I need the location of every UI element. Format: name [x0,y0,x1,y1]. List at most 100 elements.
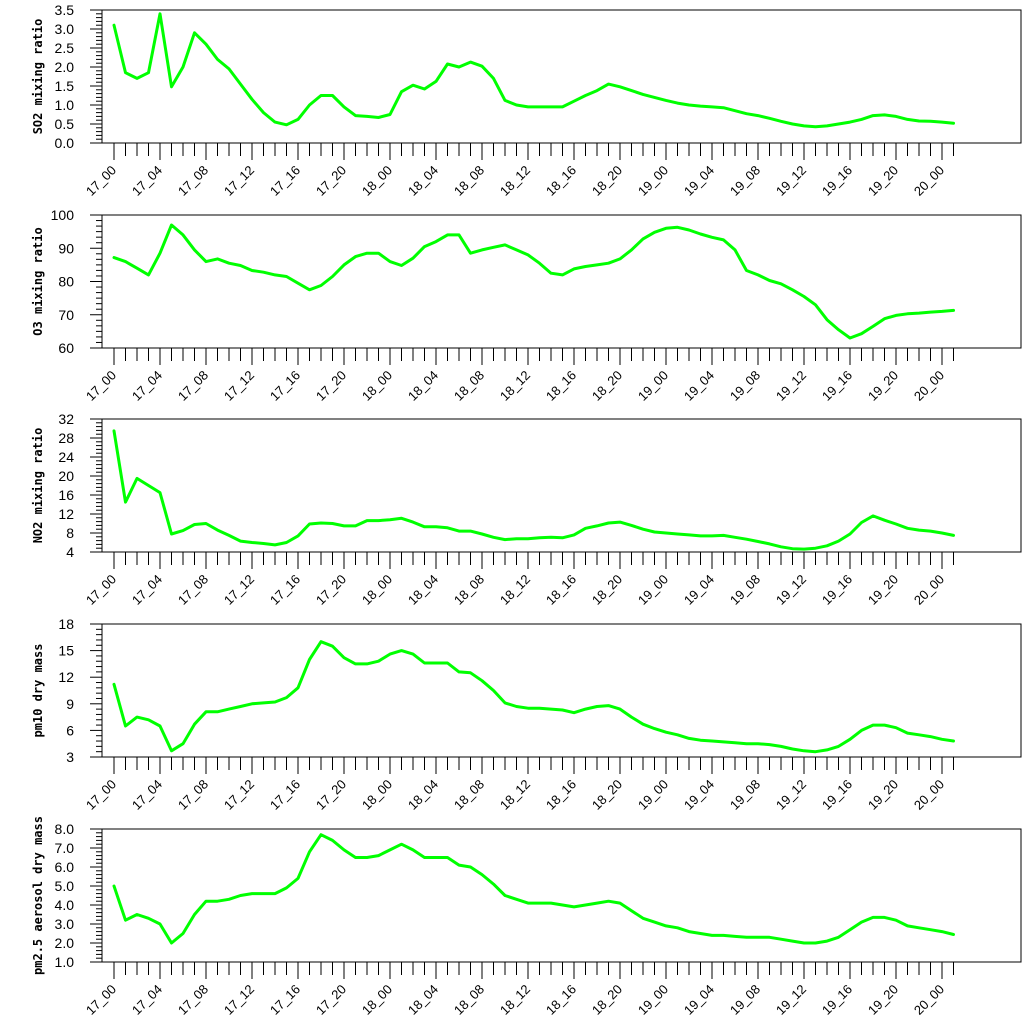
x-tick-label: 20_00 [911,572,947,608]
plot-frame [101,828,1022,963]
x-tick-label: 19_20 [865,368,901,404]
y-tick-label: 1.5 [55,78,75,94]
chart-panel-3: 3 6 9 12 15 18 pm10 dry mass 17_00 17_04 17_08 17_… [31,616,1022,813]
y-tick-label: 12 [58,669,74,685]
y-tick-label: 20 [58,468,74,484]
y-tick-label: 70 [58,307,74,323]
x-tick-label: 17_12 [221,572,257,608]
x-tick-label: 18_00 [359,982,395,1018]
x-tick-label: 19_00 [635,777,671,813]
x-tick-label: 17_12 [221,777,257,813]
x-tick-label: 18_00 [359,368,395,404]
y-tick-label: 2.0 [55,59,75,75]
y-tick-label: 2.0 [55,935,75,951]
x-tick-label: 17_08 [175,982,211,1018]
y-axis-label: SO2 mixing ratio [31,19,45,135]
x-tick-label: 17_16 [267,777,303,813]
x-tick-label: 19_20 [865,572,901,608]
x-tick-label: 18_08 [451,982,487,1018]
x-tick-label: 17_20 [313,982,349,1018]
x-tick-label: 19_04 [681,163,717,199]
y-tick-label: 8 [66,525,74,541]
plot-frame [101,418,1022,553]
x-tick-label: 18_20 [589,572,625,608]
y-tick-label: 4.0 [55,897,75,913]
x-tick-label: 19_12 [773,777,809,813]
x-tick-label: 17_04 [129,982,165,1018]
y-tick-label: 28 [58,430,74,446]
x-tick-label: 18_08 [451,777,487,813]
y-tick-label: 9 [66,696,74,712]
x-tick-label: 17_12 [221,163,257,199]
x-tick-label: 19_08 [727,572,763,608]
y-tick-label: 80 [58,274,74,290]
x-tick-label: 19_16 [819,982,855,1018]
plot-frame [101,9,1022,144]
y-tick-label: 24 [58,449,74,465]
plot-frame [101,214,1022,349]
x-tick-label: 17_04 [129,777,165,813]
y-tick-label: 2.5 [55,40,75,56]
y-tick-label: 90 [58,240,74,256]
x-tick-label: 18_12 [497,163,533,199]
x-tick-label: 18_00 [359,777,395,813]
x-tick-label: 19_12 [773,572,809,608]
x-tick-label: 18_16 [543,982,579,1018]
y-tick-label: 6.0 [55,859,75,875]
x-tick-label: 19_12 [773,982,809,1018]
y-tick-label: 4 [66,544,74,560]
x-tick-label: 18_08 [451,163,487,199]
x-tick-label: 18_04 [405,368,441,404]
series-line [112,640,955,754]
y-tick-label: 5.0 [55,878,75,894]
chart-panel-1: 60 70 80 90 100 O3 mixing ratio 17_00 17_04 17_0… [31,207,1022,404]
x-tick-label: 17_16 [267,368,303,404]
x-tick-label: 18_04 [405,163,441,199]
y-tick-label: 8.0 [55,821,75,837]
x-tick-label: 17_00 [83,572,119,608]
x-tick-label: 19_00 [635,572,671,608]
y-tick-label: 100 [51,207,75,223]
y-tick-label: 3 [66,749,74,765]
y-tick-label: 60 [58,340,74,356]
y-axis-label: NO2 mixing ratio [31,428,45,544]
x-tick-label: 19_12 [773,163,809,199]
x-tick-label: 18_12 [497,368,533,404]
y-tick-label: 18 [58,616,74,632]
y-tick-label: 32 [58,411,74,427]
x-tick-label: 19_04 [681,572,717,608]
series-line [112,833,955,945]
x-tick-label: 18_00 [359,572,395,608]
y-tick-label: 3.0 [55,21,75,37]
x-tick-label: 17_20 [313,572,349,608]
y-tick-label: 1.0 [55,97,75,113]
chart-panel-0: 0.0 0.5 1.0 1.5 2.0 2.5 3.0 3.5 SO2 mixing ratio… [31,2,1022,199]
x-tick-label: 17_08 [175,572,211,608]
x-tick-label: 17_04 [129,368,165,404]
x-tick-label: 19_00 [635,163,671,199]
x-tick-label: 19_16 [819,163,855,199]
x-tick-label: 18_16 [543,777,579,813]
y-tick-label: 0.0 [55,135,75,151]
x-tick-label: 17_04 [129,572,165,608]
plot-frame [101,623,1022,758]
series-line [112,429,955,551]
x-tick-label: 19_00 [635,982,671,1018]
x-tick-label: 17_20 [313,368,349,404]
x-tick-label: 17_12 [221,982,257,1018]
x-tick-label: 19_12 [773,368,809,404]
x-tick-label: 19_16 [819,572,855,608]
y-axis-label: O3 mixing ratio [31,227,45,335]
x-tick-label: 20_00 [911,368,947,404]
x-tick-label: 19_20 [865,163,901,199]
x-tick-label: 18_00 [359,163,395,199]
x-tick-label: 18_08 [451,368,487,404]
y-tick-label: 15 [58,643,74,659]
x-tick-label: 18_16 [543,163,579,199]
x-tick-label: 20_00 [911,982,947,1018]
y-tick-label: 1.0 [55,954,75,970]
y-axis-label: pm10 dry mass [31,644,45,738]
series-line [112,223,955,340]
x-tick-label: 19_04 [681,368,717,404]
